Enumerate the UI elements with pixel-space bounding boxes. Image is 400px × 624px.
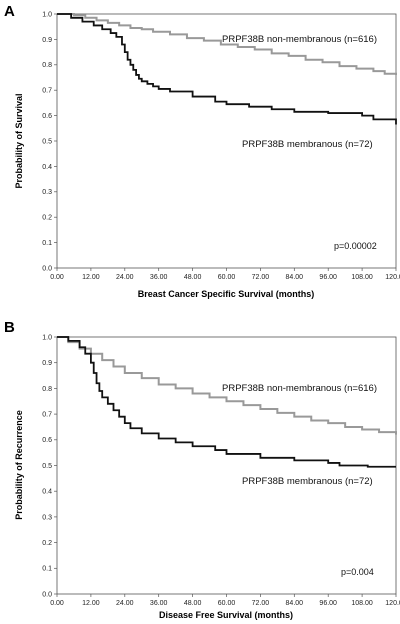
p-value-a: p=0.00002 (334, 241, 377, 251)
y-ticks-b: 0.0 0.1 0.2 0.3 0.4 0.5 0.6 0.7 0.8 0.9 1.0 (42, 334, 57, 598)
series-line-non-membranous (57, 336, 397, 435)
x-tick-label: 0.00 (50, 600, 64, 607)
y-tick-label: 1.0 (42, 11, 52, 18)
y-tick-label: 0.7 (42, 412, 52, 419)
panel-a: A 0.0 0.1 0.2 0.3 0.4 0.5 0.6 0.7 0.8 0.9 1.0 0.00… (4, 3, 400, 299)
series-b (57, 336, 397, 468)
x-axis-title-b: Disease Free Survival (months) (159, 610, 293, 620)
x-tick-label: 12.00 (82, 600, 100, 607)
x-axis-title-a: Breast Cancer Specific Survival (months) (138, 289, 315, 299)
series-a (57, 13, 397, 125)
y-tick-label: 1.0 (42, 334, 52, 341)
x-tick-label: 84.00 (286, 274, 304, 281)
x-tick-label: 108.00 (351, 274, 373, 281)
y-axis-title-a: Probability of Survival (14, 93, 24, 188)
x-tick-label: 120.00 (385, 274, 400, 281)
x-tick-label: 84.00 (286, 600, 304, 607)
x-tick-label: 60.00 (218, 600, 236, 607)
series-line-membranous (57, 13, 397, 125)
x-tick-label: 60.00 (218, 274, 236, 281)
x-tick-label: 0.00 (50, 274, 64, 281)
y-tick-label: 0.9 (42, 360, 52, 367)
y-tick-label: 0.3 (42, 189, 52, 196)
x-tick-label: 96.00 (319, 274, 337, 281)
x-tick-label: 24.00 (116, 600, 134, 607)
y-axis-title-b: Probability of Recurrence (14, 410, 24, 520)
y-tick-label: 0.4 (42, 164, 52, 171)
series-label-non-membranous-a: PRPF38B non-membranous (n=616) (222, 34, 377, 45)
x-tick-label: 96.00 (319, 600, 337, 607)
x-tick-label: 24.00 (116, 274, 134, 281)
series-label-membranous-a: PRPF38B membranous (n=72) (242, 139, 373, 150)
series-label-non-membranous-b: PRPF38B non-membranous (n=616) (222, 383, 377, 394)
y-tick-label: 0.9 (42, 37, 52, 44)
x-tick-label: 72.00 (252, 600, 270, 607)
x-ticks-b: 0.00 12.00 24.00 36.00 48.00 60.00 72.00 84.00 9… (50, 594, 400, 607)
y-tick-label: 0.8 (42, 386, 52, 393)
panel-b: B 0.0 0.1 0.2 0.3 0.4 0.5 0.6 0.7 0.8 0.9 1.0 0.00… (4, 319, 400, 620)
x-tick-label: 36.00 (150, 600, 168, 607)
x-ticks-a: 0.00 12.00 24.00 36.00 48.00 60.00 72.00 84.00 9… (50, 268, 400, 281)
x-tick-label: 12.00 (82, 274, 100, 281)
panel-label-a: A (4, 3, 15, 20)
y-tick-label: 0.4 (42, 489, 52, 496)
x-tick-label: 120.00 (385, 600, 400, 607)
y-tick-label: 0.1 (42, 240, 52, 247)
y-tick-label: 0.5 (42, 138, 52, 145)
y-tick-label: 0.6 (42, 113, 52, 120)
x-tick-label: 108.00 (351, 600, 373, 607)
y-tick-label: 0.2 (42, 540, 52, 547)
p-value-b: p=0.004 (341, 567, 374, 577)
y-tick-label: 0.2 (42, 215, 52, 222)
y-tick-label: 0.3 (42, 514, 52, 521)
x-tick-label: 48.00 (184, 600, 202, 607)
y-tick-label: 0.1 (42, 566, 52, 573)
y-tick-label: 0.5 (42, 463, 52, 470)
x-tick-label: 36.00 (150, 274, 168, 281)
panel-label-b: B (4, 319, 15, 336)
y-tick-label: 0.7 (42, 88, 52, 95)
y-ticks-a: 0.0 0.1 0.2 0.3 0.4 0.5 0.6 0.7 0.8 0.9 1.0 (42, 11, 57, 272)
series-line-membranous (57, 336, 396, 468)
y-tick-label: 0.6 (42, 437, 52, 444)
x-tick-label: 72.00 (252, 274, 270, 281)
x-tick-label: 48.00 (184, 274, 202, 281)
y-tick-label: 0.0 (42, 265, 52, 272)
series-line-non-membranous (57, 13, 397, 75)
y-tick-label: 0.0 (42, 591, 52, 598)
series-label-membranous-b: PRPF38B membranous (n=72) (242, 476, 373, 487)
y-tick-label: 0.8 (42, 62, 52, 69)
